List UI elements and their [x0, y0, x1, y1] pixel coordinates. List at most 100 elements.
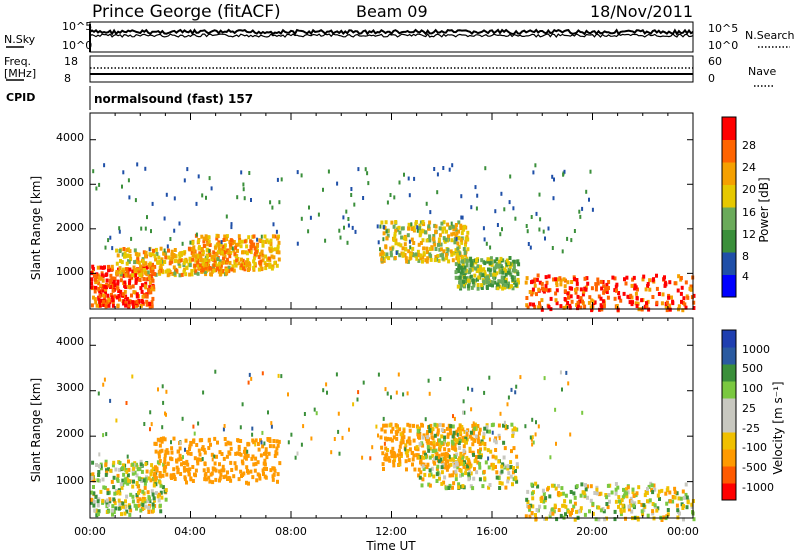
power-sparse-4 — [451, 163, 454, 168]
velocity-cell-3-20 — [502, 455, 506, 460]
power-cell-2-81 — [240, 266, 244, 271]
power-cell-0-173 — [131, 300, 135, 305]
power-cell-5-152 — [648, 278, 652, 283]
power-cell-0-158 — [124, 267, 128, 272]
power-cell-5-50 — [581, 292, 585, 297]
power-cell-3-73 — [433, 242, 437, 247]
power-cell-0-185 — [100, 273, 104, 278]
velocity-cell-1-114 — [172, 472, 176, 477]
velocity-cell-4-259 — [657, 489, 661, 494]
velocity-cell-2-129 — [395, 432, 399, 436]
velocity-cell-0-209 — [104, 462, 108, 467]
power-cell-5-36 — [636, 287, 639, 292]
power-cell-5-132 — [575, 303, 579, 307]
power-cell-2-255 — [244, 260, 248, 265]
velocity-cell-0-128 — [110, 508, 114, 513]
power-cell-3-21 — [404, 256, 408, 261]
velocity-cell-3-110 — [435, 423, 439, 428]
power-cell-3-237 — [421, 255, 425, 260]
power-sparse-31 — [195, 232, 198, 237]
power-cell-2-77 — [235, 258, 239, 263]
power-sparse-2 — [347, 223, 350, 228]
power-cell-2-41 — [217, 246, 221, 251]
velocity-cell-3-102 — [432, 445, 436, 450]
power-cell-1-57 — [203, 270, 207, 274]
power-sparse-12 — [538, 227, 541, 232]
velocity-sparse-67 — [498, 436, 501, 441]
velocity-sparse-143 — [382, 416, 385, 421]
power-cell-0-123 — [107, 303, 111, 308]
velocity-sparse-57 — [338, 451, 341, 456]
power-cell-1-240 — [182, 261, 186, 265]
power-cell-0-146 — [139, 303, 143, 308]
power-cell-2-12 — [229, 250, 233, 255]
power-cell-2-115 — [250, 244, 254, 249]
power-cell-2-157 — [198, 263, 202, 268]
power-cell-4-235 — [492, 272, 496, 277]
power-cell-0-227 — [110, 264, 114, 269]
velocity-cell-2-187 — [470, 436, 474, 441]
velocity-cell-1-190 — [251, 454, 255, 459]
velocity-sparse-79 — [503, 420, 506, 425]
velocity-cell-3-212 — [418, 475, 422, 480]
velocity-sparse-81 — [125, 401, 128, 405]
velocity-cell-2-226 — [384, 423, 388, 428]
velocity-cell-1-193 — [186, 451, 190, 456]
velocity-sparse-37 — [506, 425, 509, 429]
power-cell-2-107 — [194, 254, 198, 259]
power-cell-3-27 — [426, 250, 429, 255]
velocity-cell-4-242 — [646, 513, 650, 518]
power-panel — [89, 112, 696, 313]
velocity-cell-1-220 — [272, 444, 276, 449]
power-sparse-29 — [532, 170, 535, 175]
velocity-cell-0-161 — [101, 498, 105, 503]
power-sparse-99 — [448, 167, 451, 172]
velocity-cell-2-2 — [447, 448, 451, 453]
noise-right-tick-bottom: 10^0 — [708, 39, 738, 52]
velocity-cell-0-155 — [148, 496, 151, 501]
power-cell-2-247 — [260, 249, 264, 254]
power-cell-1-29 — [123, 251, 127, 256]
power-cell-0-22 — [144, 281, 148, 286]
velocity-cell-1-192 — [191, 465, 195, 469]
power-cell-0-164 — [109, 273, 113, 278]
velocity-cell-4-97 — [529, 503, 533, 508]
power-cell-3-23 — [451, 258, 455, 263]
power-cell-5-57 — [645, 303, 649, 308]
velocity-cell-4-151 — [642, 508, 646, 513]
power-sparse-175 — [425, 201, 428, 206]
velocity-cell-0-232 — [91, 460, 95, 465]
velocity-cell-3-174 — [422, 455, 425, 460]
power-cell-3-36 — [422, 222, 426, 227]
power-cell-2-249 — [213, 245, 217, 250]
power-cell-2-169 — [243, 239, 247, 244]
velocity-cell-1-249 — [230, 468, 234, 472]
velocity-sparse-38 — [506, 402, 509, 407]
velocity-cell-1-223 — [275, 439, 279, 444]
power-cell-5-142 — [677, 304, 681, 309]
power-cell-1-218 — [187, 246, 191, 251]
velocity-cell-3-150 — [459, 473, 462, 478]
power-cell-5-174 — [576, 294, 580, 299]
velocity-cell-4-136 — [682, 495, 686, 500]
velocity-cell-2-71 — [386, 448, 389, 452]
power-cell-2-236 — [197, 254, 201, 259]
velocity-sparse-44 — [439, 377, 442, 381]
power-cell-4-193 — [496, 282, 500, 287]
power-cell-1-122 — [115, 261, 119, 266]
velocity-cell-4-54 — [655, 508, 659, 513]
velocity-cell-3-172 — [446, 441, 450, 446]
xtick-04: 04:00 — [174, 525, 206, 538]
power-cell-2-14 — [207, 258, 211, 263]
power-sparse-25 — [186, 167, 189, 172]
velocity-cell-1-58 — [191, 479, 195, 483]
velocity-cell-4-92 — [671, 495, 675, 499]
power-sparse-34 — [436, 190, 439, 195]
power-cell-5-117 — [663, 283, 667, 288]
power-cell-4-5 — [468, 258, 472, 263]
velocity-sparse-30 — [530, 437, 533, 442]
velocity-sparse-76 — [267, 410, 269, 415]
power-cell-4-139 — [501, 286, 505, 291]
velocity-cell-4-7 — [677, 496, 681, 501]
velocity-sparse-33 — [383, 441, 386, 446]
